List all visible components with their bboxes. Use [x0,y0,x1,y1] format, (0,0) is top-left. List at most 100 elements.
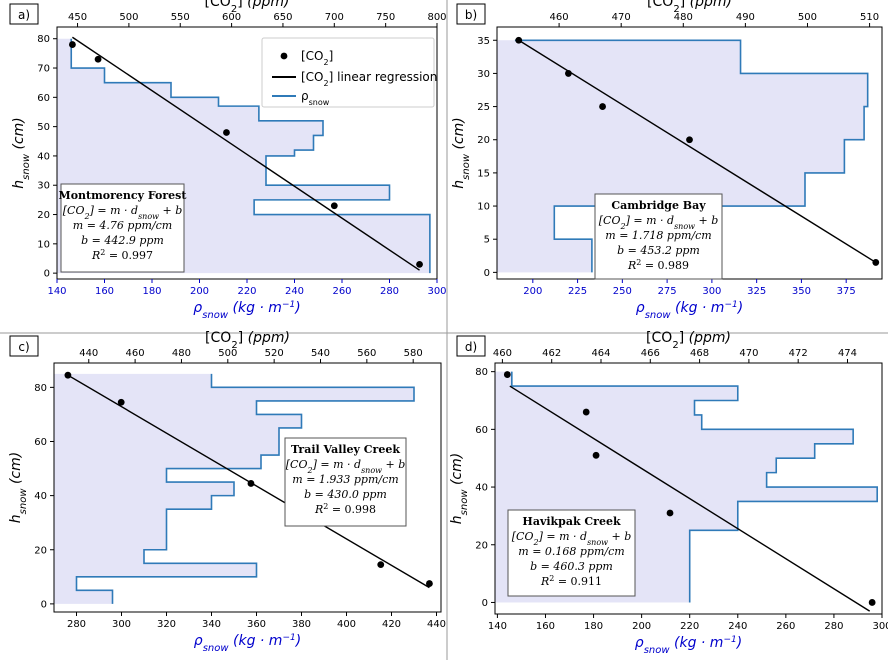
bottom-tick-label: 240 [285,286,304,297]
top-tick-label: 650 [273,12,292,23]
bottom-tick-label: 260 [332,286,351,297]
panel-label-box [9,335,39,357]
density-fill [497,40,868,273]
stats-box-frame [507,509,636,597]
left-tick-label: 50 [37,122,50,133]
left-tick-label: 20 [477,135,490,146]
left-tick-label: 0 [41,599,47,610]
top-tick-label: 472 [789,348,808,359]
stats-title: Cambridge Bay [611,199,706,212]
left-tick-label: 0 [44,269,50,280]
panel-label-text: a) [18,8,30,22]
bottom-axis-label: ρsnow (kg · m−1) [636,300,743,321]
top-tick-label: 540 [311,348,330,359]
stats-equation: [CO2] = m · dsnow + b [63,204,183,221]
regression-line [509,385,871,612]
stats-title: Havikpak Creek [522,515,621,528]
stats-r2: R2 = 0.997 [91,248,153,263]
bottom-axis: 280 300 320 340 360 380 400 420 440 [67,612,446,630]
bottom-tick-label: 200 [632,621,651,632]
bottom-tick-label: 220 [680,621,699,632]
top-tick-label: 500 [798,12,817,23]
bottom-tick-label: 140 [488,621,507,632]
co2-point [666,509,674,517]
bottom-tick-label: 160 [95,286,114,297]
bottom-tick-label: 350 [792,286,811,297]
bottom-axis-label: ρsnow (kg · m−1) [194,633,301,654]
top-axis: 440 460 480 500 520 540 560 580 [79,348,423,363]
stats-title: Montmorency Forest [59,189,188,202]
left-tick-label: 10 [477,202,490,213]
stats-box: Havikpak Creek [CO2] = m · dsnow + bm = 0… [507,509,636,597]
co2-point [330,202,338,210]
left-tick-label: 30 [37,181,50,192]
top-tick-label: 560 [357,348,376,359]
left-tick-label: 60 [475,425,488,436]
top-tick-label: 550 [171,12,190,23]
left-tick-label: 20 [34,545,47,556]
bottom-tick-label: 180 [584,621,603,632]
panel-label: c) [9,335,39,357]
top-tick-label: 474 [838,348,857,359]
co2-point [94,55,102,63]
bottom-tick-label: 240 [728,621,747,632]
left-tick-label: 40 [37,151,50,162]
co2-point [592,451,600,459]
panel-label: a) [9,3,39,25]
stats-box-frame [284,437,407,527]
left-axis: 0 5 10 15 20 25 30 35 [477,36,497,279]
co2-point [377,561,385,569]
co2-point [686,136,693,144]
left-tick-label: 10 [37,239,50,250]
left-tick-label: 0 [482,598,488,609]
left-tick-label: 35 [477,36,490,47]
plot-area [54,371,433,604]
top-tick-label: 460 [493,348,512,359]
bottom-axis: 140 160 180 200 220 240 260 280 300 [488,614,888,632]
bottom-tick-label: 220 [237,286,256,297]
co2-point [69,41,76,48]
stats-equation: [CO2] = m · dsnow + b [599,214,719,231]
top-tick-label: 480 [674,12,693,23]
density-step-line [514,39,869,273]
bottom-tick-label: 300 [702,286,721,297]
left-tick-label: 15 [477,168,490,179]
density-step-line [75,373,415,604]
bottom-tick-label: 300 [427,286,446,297]
top-tick-label: 468 [690,348,709,359]
left-tick-label: 20 [475,540,488,551]
stats-m: m = 1.718 ppm/cm [605,229,711,242]
co2-point [503,371,511,378]
top-tick-label: 750 [376,12,395,23]
bottom-tick-label: 280 [380,286,399,297]
plot-frame [53,362,442,613]
top-tick-label: 500 [218,348,237,359]
top-tick-label: 500 [119,12,138,23]
left-axis-label: hsnow (cm) [11,117,32,188]
top-tick-label: 490 [736,12,755,23]
left-tick-label: 60 [34,437,47,448]
bottom-tick-label: 260 [776,621,795,632]
co2-point [426,580,433,587]
bottom-tick-label: 360 [247,619,266,630]
top-axis: 460 470 480 490 500 510 [550,12,879,27]
co2-point [872,259,880,266]
co2-point [582,408,590,416]
bottom-tick-label: 300 [112,619,131,630]
bottom-tick-label: 140 [47,286,66,297]
left-axis-label: hsnow (cm) [8,452,29,523]
bottom-tick-label: 225 [568,286,587,297]
top-axis-label: [CO2] (ppm) [205,330,290,351]
stats-box-frame [60,183,185,273]
bottom-tick-label: 200 [523,286,542,297]
bottom-tick-label: 280 [824,621,843,632]
bottom-tick-label: 160 [536,621,555,632]
left-tick-label: 60 [37,93,50,104]
top-tick-label: 440 [79,348,98,359]
bottom-axis-label: ρsnow (kg · m−1) [635,635,742,656]
